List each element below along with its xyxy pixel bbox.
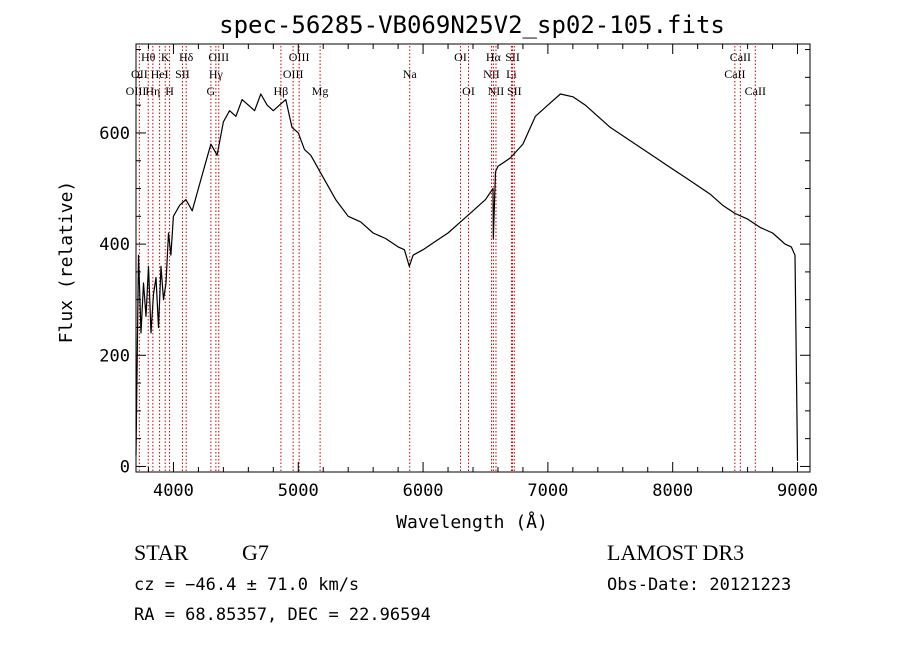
line-label-17: OI [454, 50, 467, 64]
y-axis-label: Flux (relative) [56, 181, 77, 344]
chart-title: spec-56285-VB069N25V2_sp02-105.fits [219, 11, 725, 39]
line-label-3: Hη [145, 84, 160, 98]
plot-area [135, 93, 799, 461]
line-label-6: H [165, 84, 174, 98]
line-label-13: OIII [283, 67, 304, 81]
y-tick-label: 400 [99, 235, 130, 255]
redshift-text: cz = −46.4 ± 71.0 km/s [134, 575, 359, 595]
plot-frame [135, 43, 811, 473]
line-label-24: SII [507, 84, 522, 98]
line-label-16: Na [403, 67, 418, 81]
x-tick-label: 9000 [777, 481, 818, 501]
spectrum-line [135, 93, 799, 461]
line-label-8: Hδ [179, 50, 194, 64]
line-label-10: Hγ [209, 67, 224, 81]
line-label-18: OI [462, 84, 475, 98]
class-label: STAR [134, 540, 189, 565]
line-label-5: K [161, 50, 170, 64]
line-label-15: Mg [312, 84, 329, 98]
x-tick-label: 5000 [278, 481, 319, 501]
line-label-25: CaII [724, 67, 745, 81]
subclass-label: G7 [242, 540, 269, 565]
y-tick-label: 0 [120, 457, 130, 477]
line-label-14: OIII [289, 50, 310, 64]
x-tick-label: 7000 [527, 481, 568, 501]
y-tick-label: 600 [99, 124, 130, 144]
y-tick-label: 200 [99, 346, 130, 366]
line-label-19: NII [483, 67, 500, 81]
line-label-21: NII [488, 84, 505, 98]
survey-label: LAMOST DR3 [607, 540, 744, 565]
line-label-11: OIII [208, 50, 229, 64]
line-label-1: OII [131, 67, 148, 81]
x-axis-label: Wavelength (Å) [396, 511, 548, 533]
line-label-23: SII [505, 50, 520, 64]
line-label-20: Hα [486, 50, 502, 64]
x-tick-label: 4000 [153, 481, 194, 501]
axes: 4000 5000 6000 7000 8000 9000 0 200 400 600 [99, 43, 818, 501]
line-label-27: CaII [745, 84, 766, 98]
obs-date-text: Obs-Date: 20121223 [607, 575, 791, 595]
coordinates-text: RA = 68.85357, DEC = 22.96594 [134, 605, 431, 625]
line-label-4: HeI [151, 67, 169, 81]
x-tick-label: 8000 [652, 481, 693, 501]
line-label-7: SII [175, 67, 190, 81]
x-tick-label: 6000 [403, 481, 444, 501]
line-label-22: Li [506, 67, 517, 81]
line-label-12: Hβ [274, 84, 289, 98]
line-label-0: Hθ [141, 50, 156, 64]
line-label-9: G [207, 84, 216, 98]
line-label-26: CaII [730, 50, 751, 64]
